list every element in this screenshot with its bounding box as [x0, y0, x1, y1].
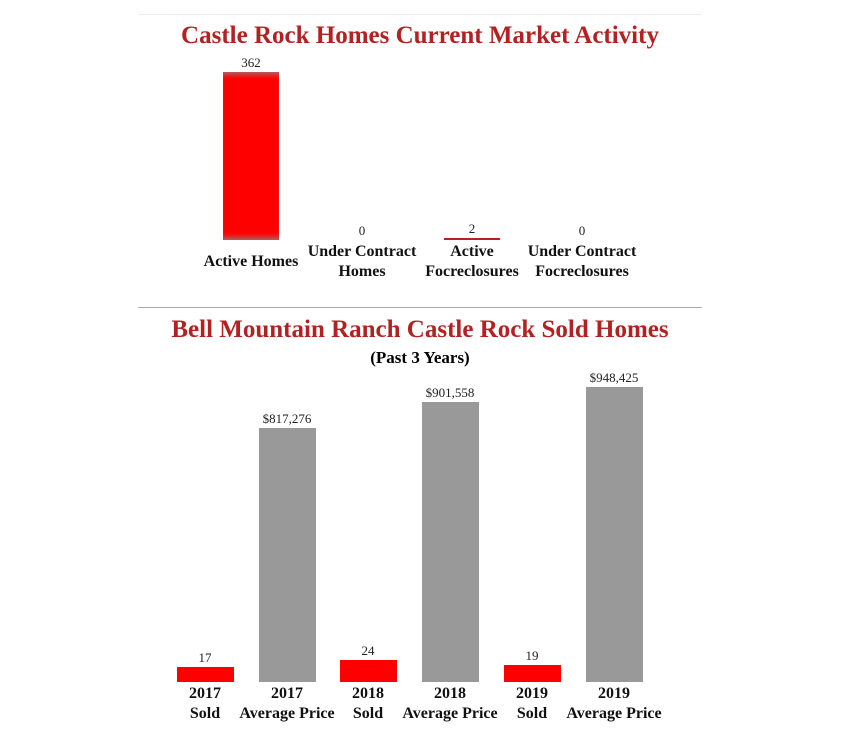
x-tick-label-line: Average Price — [402, 705, 498, 722]
bar — [258, 427, 316, 682]
data-label: 24 — [361, 643, 375, 659]
x-tick-label: Under Contract Homes — [307, 243, 417, 280]
section-divider — [138, 307, 702, 308]
data-label: $817,276 — [262, 410, 312, 426]
data-label: 17 — [198, 649, 212, 665]
bar — [223, 72, 279, 240]
bar — [339, 660, 397, 682]
x-tick-label: 2018 Average Price — [390, 684, 510, 724]
x-tick-label-line: 2019 — [598, 685, 630, 702]
chart2-title: Bell Mountain Ranch Castle Rock Sold Hom… — [171, 316, 669, 343]
x-tick-label: 2019 Sold — [472, 684, 592, 724]
x-tick-label: Under Contract Focreclosures — [527, 243, 637, 280]
x-tick-label-line: 2018 — [434, 685, 466, 702]
x-tick-label-line: Sold — [516, 705, 548, 722]
bar — [176, 666, 234, 682]
bar — [585, 387, 643, 682]
data-label: 19 — [525, 647, 539, 663]
chart2-subtitle: (Past 3 Years) — [370, 348, 470, 367]
data-label: 0 — [578, 223, 586, 238]
x-tick-label: 2018 Sold — [308, 684, 428, 724]
x-tick-label-line: Average Price — [566, 705, 662, 722]
data-label: 0 — [358, 223, 366, 238]
data-label: $901,558 — [425, 384, 475, 400]
x-tick-label-line: 2017 — [271, 685, 303, 702]
data-label: 2 — [468, 221, 476, 236]
x-tick-label-line: Average Price — [239, 705, 335, 722]
bar — [503, 664, 561, 682]
x-tick-label: Active Focreclosures — [425, 243, 519, 280]
data-label: $948,425 — [589, 370, 639, 385]
x-tick-label: 2019 Average Price — [554, 684, 674, 724]
bar — [421, 401, 479, 682]
chart1-title: Castle Rock Homes Current Market Activit… — [181, 22, 659, 49]
top-divider — [138, 14, 702, 15]
x-tick-label-line: Sold — [189, 705, 221, 722]
x-tick-label: Active Homes — [203, 253, 299, 270]
x-tick-label-line: 2019 — [516, 685, 548, 702]
data-label: 362 — [241, 55, 261, 70]
x-tick-label-line: 2017 — [189, 685, 221, 702]
x-tick-label-line: Sold — [352, 705, 384, 722]
x-tick-label: 2017 Average Price — [227, 684, 347, 724]
bar — [444, 238, 500, 240]
x-tick-label: 2017 Sold — [145, 684, 265, 724]
x-tick-label-line: 2018 — [352, 685, 384, 702]
